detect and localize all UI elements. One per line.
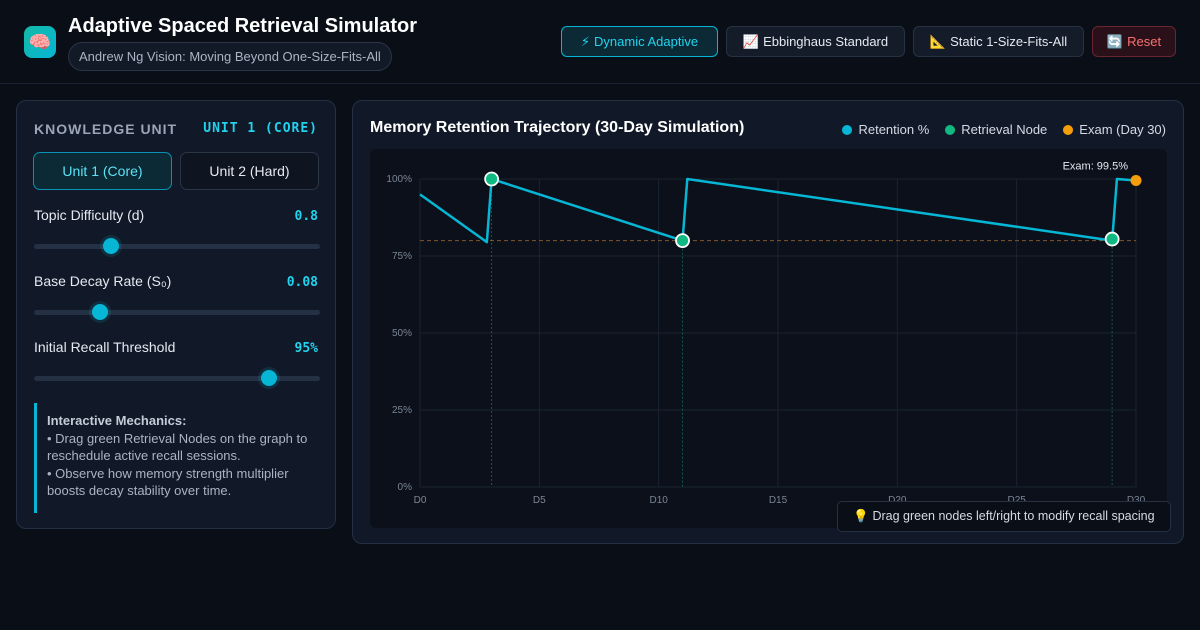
legend-retention: Retention % <box>842 122 929 137</box>
chart-up-icon: 📈 <box>742 34 760 49</box>
x-tick-label: D0 <box>414 495 427 506</box>
mechanics-info: Interactive Mechanics: • Drag green Retr… <box>34 403 320 513</box>
chart-panel: Memory Retention Trajectory (30-Day Simu… <box>352 100 1184 544</box>
mechanics-title: Interactive Mechanics: <box>47 413 187 428</box>
difficulty-slider[interactable] <box>34 238 320 254</box>
y-tick-label: 0% <box>398 482 413 493</box>
x-tick-label: D25 <box>1007 495 1026 506</box>
unit-2-button[interactable]: Unit 2 (Hard) <box>180 152 319 190</box>
legend-exam: Exam (Day 30) <box>1063 122 1166 137</box>
legend-retrieval-node: Retrieval Node <box>945 122 1047 137</box>
control-panel: KNOWLEDGE UNIT UNIT 1 (CORE) Unit 1 (Cor… <box>16 100 336 529</box>
chart-area: D0 D5 D10 D15 D20 D25 D30 0% 25% 50% 75% 100% Exam: … <box>370 149 1167 528</box>
ruler-icon: 📐 <box>929 34 947 49</box>
app-subtitle: Andrew Ng Vision: Moving Beyond One-Size… <box>68 42 392 71</box>
decay-rate-value: 0.08 <box>286 275 318 290</box>
knowledge-unit-label: KNOWLEDGE UNIT <box>34 121 178 137</box>
exam-label: Exam: 99.5% <box>1063 161 1129 173</box>
x-tick-label: D20 <box>888 495 907 506</box>
difficulty-value: 0.8 <box>294 209 318 224</box>
decay-rate-label: Base Decay Rate (S₀) <box>34 273 172 289</box>
app-header: 🧠 Adaptive Spaced Retrieval Simulator An… <box>0 0 1200 84</box>
decay-rate-slider[interactable] <box>34 304 320 320</box>
app-title: Adaptive Spaced Retrieval Simulator <box>68 15 418 37</box>
mechanics-line-1: • Drag green Retrieval Nodes on the grap… <box>47 430 308 464</box>
recall-threshold-value: 95% <box>294 341 318 356</box>
difficulty-slider-thumb[interactable] <box>103 238 120 254</box>
recall-threshold-label: Initial Recall Threshold <box>34 339 176 355</box>
legend-exam-dot <box>1063 124 1074 135</box>
recall-threshold-slider[interactable] <box>34 370 320 386</box>
chart-legend: Retention % Retrieval Node Exam (Day 30) <box>826 122 1166 137</box>
brain-icon: 🧠 <box>24 26 56 58</box>
y-tick-label: 25% <box>392 405 412 416</box>
recall-threshold-slider-thumb[interactable] <box>260 370 277 386</box>
x-tick-label: D10 <box>649 495 668 506</box>
legend-retrieval-dot <box>945 124 956 135</box>
mechanics-line-2: • Observe how memory strength multiplier… <box>47 465 289 499</box>
difficulty-label: Topic Difficulty (d) <box>34 207 145 223</box>
retention-line <box>419 177 1137 244</box>
retrieval-node[interactable] <box>484 171 499 187</box>
x-tick-label: D5 <box>533 495 546 506</box>
ebbinghaus-standard-button[interactable]: 📈 Ebbinghaus Standard <box>726 26 905 57</box>
y-tick-label: 100% <box>386 174 412 185</box>
chart-title: Memory Retention Trajectory (30-Day Simu… <box>370 119 745 136</box>
retention-chart: D0 D5 D10 D15 D20 D25 D30 0% 25% 50% 75% 100% Exam: … <box>386 161 1146 506</box>
drag-hint: 💡 Drag green nodes left/right to modify … <box>837 501 1171 532</box>
legend-retention-dot <box>842 124 853 135</box>
knowledge-unit-value: UNIT 1 (CORE) <box>203 121 318 136</box>
retrieval-node[interactable] <box>1104 231 1120 247</box>
exam-point <box>1130 175 1142 187</box>
refresh-icon: 🔄 <box>1106 34 1124 49</box>
unit-1-button[interactable]: Unit 1 (Core) <box>33 152 172 190</box>
retrieval-node[interactable] <box>675 233 690 248</box>
lightning-icon: ⚡ <box>580 34 591 49</box>
dynamic-adaptive-button[interactable]: ⚡ Dynamic Adaptive <box>561 26 718 57</box>
x-tick-label: D30 <box>1127 495 1146 506</box>
static-one-size-button[interactable]: 📐 Static 1-Size-Fits-All <box>913 26 1084 57</box>
decay-rate-slider-thumb[interactable] <box>91 304 108 320</box>
y-tick-label: 75% <box>392 251 412 262</box>
reset-button[interactable]: 🔄 Reset <box>1092 26 1176 57</box>
x-tick-label: D15 <box>769 495 788 506</box>
y-tick-label: 50% <box>392 328 412 339</box>
